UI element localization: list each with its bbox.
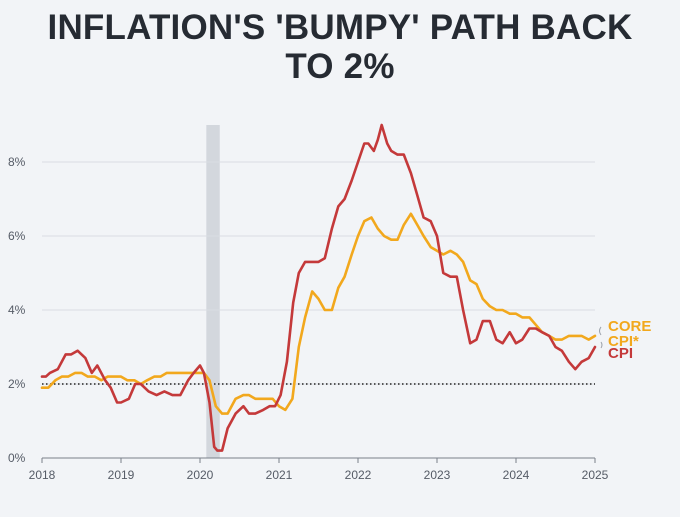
x-tick-label: 2022 [345, 468, 372, 482]
y-tick-label: 6% [8, 229, 26, 243]
core-cpi-line [40, 212, 597, 415]
y-tick-label: 2% [8, 377, 26, 391]
core-label-line-1: CORE [608, 318, 651, 335]
x-tick-label: 2025 [582, 468, 609, 482]
cpi-label: CPI [608, 345, 633, 362]
x-tick-label: 2018 [29, 468, 56, 482]
y-tick-label: 8% [8, 155, 26, 169]
recession-shade [206, 125, 220, 458]
x-tick-label: 2021 [266, 468, 293, 482]
x-tick-label: 2020 [187, 468, 214, 482]
x-tick-label: 2023 [424, 468, 451, 482]
core-label-connector [599, 326, 602, 336]
x-tick-label: 2024 [503, 468, 530, 482]
y-tick-label: 0% [8, 451, 26, 465]
gridlines [42, 161, 595, 385]
core-label-line-2: CPI* [608, 333, 639, 350]
chart-title: INFLATION'S 'BUMPY' PATH BACK TO 2% [0, 8, 680, 86]
chart-title-line-1: INFLATION'S 'BUMPY' PATH BACK [47, 8, 633, 47]
recession-band [206, 125, 220, 458]
series-lines [40, 123, 597, 452]
x-tick-label: 2019 [108, 468, 135, 482]
chart-title-line-2: TO 2% [285, 47, 395, 86]
cpi-label-connector [600, 341, 603, 349]
y-tick-label: 4% [8, 303, 26, 317]
axes: 0% 2% 4% 6% 8% 2018 2019 2020 2021 2022 2023 2024 20… [8, 155, 609, 482]
cpi-line [40, 123, 597, 452]
